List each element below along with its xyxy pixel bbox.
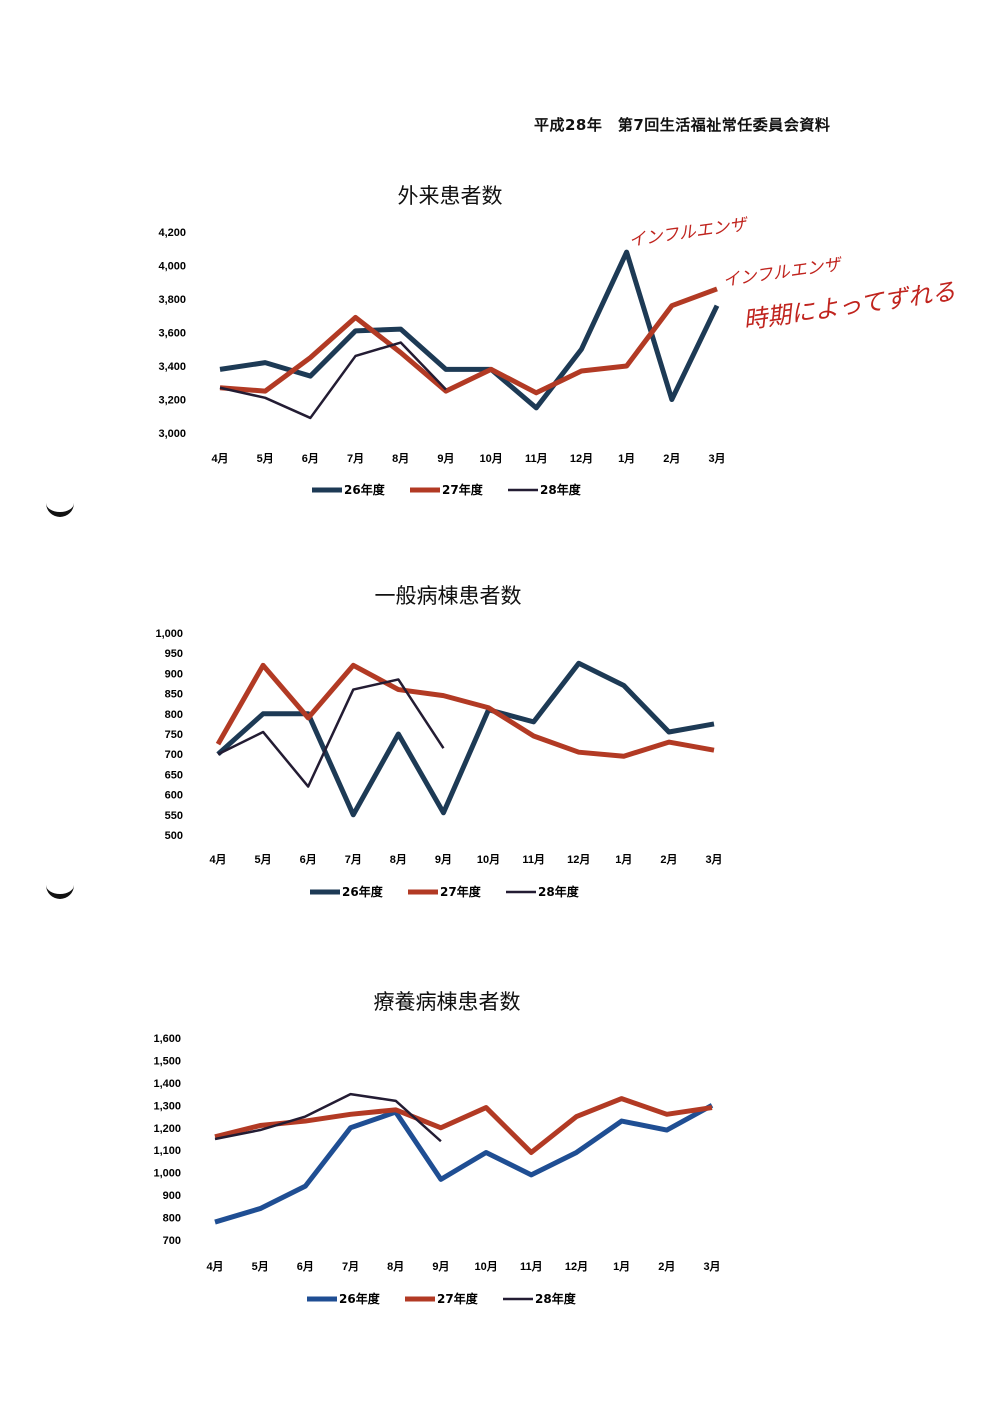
series-line-28年度: [214, 1092, 442, 1143]
legend-label: 28年度: [538, 884, 580, 899]
y-tick-label: 3,600: [158, 328, 186, 340]
x-tick-label: 12月: [567, 853, 590, 866]
x-tick-label: 11月: [520, 1260, 543, 1273]
x-tick-label: 2月: [663, 452, 680, 465]
x-tick-label: 4月: [209, 853, 226, 866]
legend-label: 26年度: [339, 1291, 381, 1306]
y-tick-label: 1,000: [155, 628, 183, 640]
x-tick-label: 5月: [255, 853, 272, 866]
x-tick-label: 11月: [522, 853, 545, 866]
y-tick-label: 800: [165, 709, 183, 721]
y-tick-label: 1,400: [153, 1078, 181, 1090]
y-tick-label: 3,400: [158, 361, 186, 373]
y-tick-label: 900: [163, 1190, 181, 1202]
x-tick-label: 6月: [302, 452, 319, 465]
y-tick-label: 700: [163, 1235, 181, 1247]
y-tick-label: 550: [165, 810, 183, 822]
binder-hole-mark: [46, 880, 74, 899]
chart-title-outpatients: 外来患者数: [397, 184, 503, 208]
y-tick-label: 4,000: [158, 261, 186, 273]
x-tick-label: 9月: [437, 452, 454, 465]
x-tick-label: 5月: [257, 452, 274, 465]
x-tick-label: 7月: [342, 1260, 359, 1273]
legend-label: 27年度: [437, 1291, 479, 1306]
x-tick-label: 12月: [565, 1260, 588, 1273]
general-ward-chart: 500 550 600 650 700 750 800 850 900 950 1,000 4月 5月 6…: [155, 628, 722, 899]
x-tick-label: 9月: [435, 853, 452, 866]
series-line-26年度: [219, 249, 720, 411]
x-tick-label: 2月: [658, 1260, 675, 1273]
y-tick-label: 700: [165, 749, 183, 761]
x-tick-label: 4月: [206, 1260, 223, 1273]
x-tick-label: 10月: [479, 452, 502, 465]
document-header: 平成28年 第7回生活福祉常任委員会資料: [534, 116, 831, 134]
chart-title-general-ward: 一般病棟患者数: [374, 584, 522, 608]
x-tick-label: 8月: [387, 1260, 404, 1273]
x-tick-label: 7月: [345, 853, 362, 866]
x-tick-label: 1月: [618, 452, 635, 465]
x-tick-label: 6月: [297, 1260, 314, 1273]
series-line-27年度: [214, 1096, 713, 1155]
legend-label: 26年度: [342, 884, 384, 899]
x-tick-label: 5月: [252, 1260, 269, 1273]
legend-label: 26年度: [344, 482, 386, 497]
y-tick-label: 1,500: [153, 1055, 181, 1067]
legend-label: 27年度: [442, 482, 484, 497]
chart-title-longterm-ward: 療養病棟患者数: [373, 990, 521, 1014]
y-tick-label: 1,300: [153, 1100, 181, 1112]
y-tick-label: 3,000: [158, 428, 186, 440]
x-tick-label: 3月: [705, 853, 722, 866]
x-tick-label: 9月: [432, 1260, 449, 1273]
x-tick-label: 4月: [211, 452, 228, 465]
outpatients-chart: 3,000 3,200 3,400 3,600 3,800 4,000 4,200 4月 5月 6…: [158, 227, 725, 497]
y-tick-label: 1,100: [153, 1145, 181, 1157]
longterm-ward-chart: 700 800 900 1,000 1,100 1,200 1,300 1,400 1,500 1…: [153, 1033, 720, 1306]
y-tick-label: 500: [165, 830, 183, 842]
x-tick-label: 2月: [660, 853, 677, 866]
x-tick-label: 8月: [392, 452, 409, 465]
series-line-26年度: [214, 1103, 714, 1225]
y-tick-label: 950: [165, 648, 183, 660]
legend-label: 27年度: [440, 884, 482, 899]
binder-hole-mark: [46, 498, 74, 517]
y-tick-label: 1,600: [153, 1033, 181, 1045]
y-tick-label: 1,000: [153, 1168, 181, 1180]
x-tick-label: 11月: [525, 452, 548, 465]
series-line-27年度: [219, 286, 718, 396]
y-tick-label: 650: [165, 769, 183, 781]
y-tick-label: 750: [165, 729, 183, 741]
y-tick-label: 1,200: [153, 1123, 181, 1135]
series-line-26年度: [216, 660, 715, 818]
legend-label: 28年度: [535, 1291, 577, 1306]
x-tick-label: 7月: [347, 452, 364, 465]
y-tick-label: 3,800: [158, 294, 186, 306]
legend-label: 28年度: [540, 482, 582, 497]
x-tick-label: 1月: [615, 853, 632, 866]
y-tick-label: 850: [165, 689, 183, 701]
x-tick-label: 6月: [300, 853, 317, 866]
x-tick-label: 3月: [703, 1260, 720, 1273]
y-tick-label: 3,200: [158, 395, 186, 407]
x-tick-label: 1月: [613, 1260, 630, 1273]
x-tick-label: 8月: [390, 853, 407, 866]
y-tick-label: 800: [163, 1213, 181, 1225]
x-tick-label: 12月: [570, 452, 593, 465]
x-tick-label: 10月: [474, 1260, 497, 1273]
series-line-27年度: [215, 662, 715, 759]
y-tick-label: 900: [165, 668, 183, 680]
y-tick-label: 600: [165, 790, 183, 802]
series-line-28年度: [219, 341, 447, 420]
x-tick-label: 3月: [708, 452, 725, 465]
x-tick-label: 10月: [477, 853, 500, 866]
series-line-28年度: [217, 678, 445, 788]
y-tick-label: 4,200: [158, 227, 186, 239]
